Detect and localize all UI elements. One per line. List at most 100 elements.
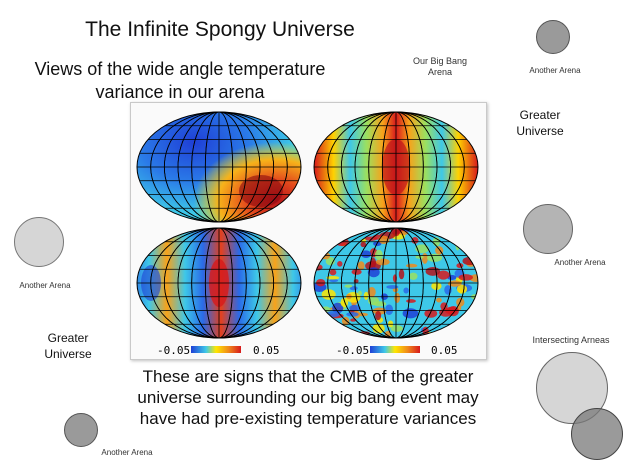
noise-blob — [375, 249, 383, 261]
scale-min-right: -0.05 — [336, 344, 369, 357]
noise-blob — [440, 302, 448, 311]
intersecting-bubble-large — [536, 352, 608, 424]
noise-blob — [405, 263, 418, 268]
noise-blob — [458, 274, 473, 281]
noise-blob — [394, 292, 401, 303]
noise-blob — [427, 228, 435, 231]
cmb-figure-panel: -0.05 0.05 -0.05 0.05 — [130, 102, 487, 360]
noise-blob — [464, 235, 473, 239]
noise-blob — [437, 270, 450, 280]
noise-blob — [336, 228, 353, 238]
noise-blob — [367, 286, 376, 297]
noise-blob — [475, 228, 478, 231]
noise-blob — [424, 309, 438, 318]
noise-blob — [431, 282, 442, 290]
noise-blob — [349, 286, 358, 291]
noise-blob — [472, 228, 478, 232]
noise-blob — [415, 244, 429, 254]
noise-blob — [402, 308, 419, 319]
noise-blob — [329, 237, 334, 247]
noise-blob — [337, 331, 343, 338]
noise-blob — [390, 325, 403, 332]
slide-caption: These are signs that the CMB of the grea… — [108, 366, 508, 429]
noise-blob — [403, 287, 409, 294]
our-big-bang-line-2: Arena — [427, 67, 453, 77]
noise-blob — [326, 228, 336, 237]
noise-blob — [360, 250, 372, 258]
noise-blob — [314, 238, 323, 246]
another-arena-label-top: Another Arena — [529, 66, 581, 75]
noise-blob — [462, 242, 469, 250]
intersecting-bubble-small — [571, 408, 623, 460]
cmb-map-dipole — [137, 112, 301, 222]
another-arena-label-left: Another Arena — [19, 281, 71, 290]
noise-blob — [464, 314, 478, 319]
noise-blob — [398, 269, 405, 280]
intersecting-arenas-label: Intersecting Arneas — [532, 335, 610, 345]
noise-blob — [385, 304, 394, 315]
noise-blob — [337, 261, 343, 267]
noise-blob — [351, 269, 362, 275]
caption-line-1: These are signs that the CMB of the grea… — [142, 367, 474, 386]
noise-blob — [349, 304, 361, 311]
greater-universe-right-line-2: Universe — [516, 124, 564, 138]
noise-blob — [425, 267, 441, 276]
another-arena-bubble-left — [14, 217, 64, 267]
greater-universe-right-line-1: Greater — [519, 108, 561, 122]
noise-blob — [360, 241, 367, 248]
noise-blob — [346, 312, 359, 317]
another-arena-label-right: Another Arena — [554, 258, 606, 267]
noise-blob — [465, 326, 478, 336]
noise-blob — [421, 253, 428, 264]
slide-subtitle: Views of the wide angle temperature vari… — [20, 58, 340, 104]
noise-blob — [473, 252, 478, 262]
noise-blob — [314, 257, 321, 268]
noise-blob — [415, 255, 424, 259]
noise-blob — [329, 269, 337, 276]
noise-blob — [363, 291, 369, 300]
noise-blob — [336, 228, 349, 229]
another-arena-bubble-top — [536, 20, 570, 54]
noise-blob — [440, 334, 447, 338]
noise-blob — [409, 272, 418, 280]
noise-blob — [436, 297, 442, 303]
greater-universe-left-line-1: Greater — [47, 331, 89, 345]
our-big-bang-label: Our Big Bang Arena — [395, 56, 485, 78]
noise-blob — [375, 310, 382, 321]
caption-line-2: universe surrounding our big bang event … — [137, 388, 479, 407]
cmb-map-octupole — [137, 228, 301, 338]
noise-blob — [357, 290, 362, 296]
noise-blob — [367, 267, 380, 278]
another-arena-bubble-right — [523, 204, 573, 254]
noise-blob — [406, 299, 416, 303]
noise-blob — [326, 276, 340, 280]
noise-blob — [447, 274, 457, 281]
scale-max-right: 0.05 — [431, 344, 458, 357]
noise-blob — [447, 280, 462, 287]
greater-universe-left-line-2: Universe — [44, 347, 92, 361]
noise-blob — [325, 257, 335, 266]
noise-blob — [375, 258, 390, 266]
noise-blob — [353, 279, 359, 284]
greater-universe-label-left: Greater Universe — [28, 330, 108, 362]
scale-min-left: -0.05 — [157, 344, 190, 357]
noise-blob — [357, 228, 367, 232]
slide-title: The Infinite Spongy Universe — [85, 18, 355, 41]
noise-blob — [344, 284, 353, 288]
our-big-bang-line-1: Our Big Bang — [412, 56, 468, 66]
scale-max-left: 0.05 — [253, 344, 280, 357]
noise-blob — [357, 261, 365, 271]
color-scale-right — [370, 346, 420, 353]
noise-blob — [419, 228, 425, 231]
noise-blob — [329, 279, 339, 283]
another-arena-label-bottom: Another Arena — [101, 448, 153, 457]
noise-blob — [326, 231, 333, 238]
greater-universe-label-right: Greater Universe — [500, 107, 580, 139]
caption-line-3: have had pre-existing temperature varian… — [139, 409, 477, 428]
noise-blob — [386, 285, 399, 289]
noise-blob — [325, 237, 335, 249]
cmb-maps-svg: -0.05 0.05 -0.05 0.05 — [136, 111, 479, 357]
another-arena-bubble-bottom — [64, 413, 98, 447]
noise-blob — [439, 308, 453, 317]
noise-blob — [464, 315, 474, 319]
